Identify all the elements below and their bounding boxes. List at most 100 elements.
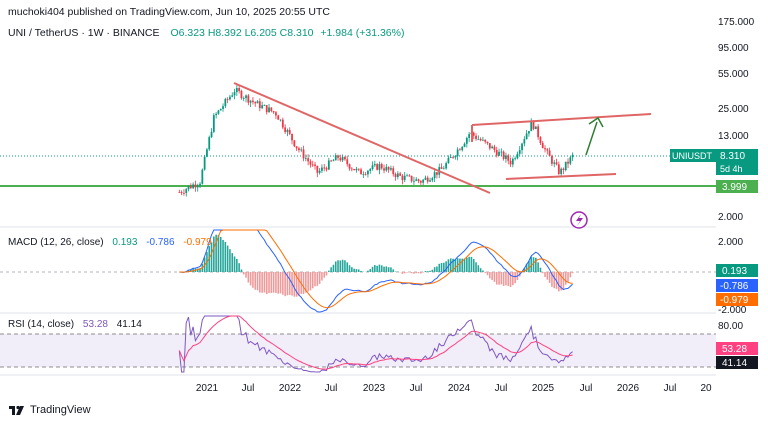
macd-histogram-bar	[553, 272, 556, 289]
projection-arrow[interactable]	[585, 121, 598, 156]
time-tick: Jul	[325, 383, 338, 394]
candle-body	[187, 186, 190, 190]
candle-body	[557, 164, 560, 174]
macd-histogram-bar	[463, 258, 466, 272]
rsi-badge	[716, 342, 758, 355]
candle-body	[346, 159, 349, 165]
macd-histogram-bar	[242, 272, 245, 275]
candle-body	[277, 115, 280, 120]
price-tick: 13.000	[718, 131, 749, 142]
price-tick: 2.000	[718, 212, 743, 223]
macd-histogram-bar	[491, 272, 493, 280]
macd-histogram-bar	[498, 272, 500, 285]
candle-body	[254, 101, 257, 104]
lightning-icon[interactable]	[570, 211, 588, 229]
macd-histogram-bar	[482, 270, 484, 272]
price-axis[interactable]: 175.000 95.000 55.000 25.000 13.000 2.00…	[718, 17, 755, 332]
macd-histogram-bar	[348, 265, 351, 272]
candle-body	[571, 154, 574, 158]
macd-histogram-bar	[461, 258, 464, 272]
macd-histogram-bar	[353, 268, 355, 272]
macd-histogram-bar	[459, 258, 461, 272]
price-badge	[716, 149, 758, 175]
macd-histogram-bar	[309, 272, 312, 291]
time-tick: 2022	[279, 383, 302, 394]
macd-histogram-bar	[374, 265, 376, 272]
candle-body	[406, 175, 408, 177]
macd-value-hist: 0.193	[112, 237, 138, 248]
candle-body	[551, 156, 553, 164]
candle-body	[357, 168, 360, 170]
macd-histogram-bar	[512, 272, 514, 286]
macd-histogram-bar	[378, 264, 381, 272]
candle-body	[415, 179, 418, 181]
macd-histogram-bar	[288, 272, 291, 295]
candle-body	[530, 120, 533, 132]
candle-body	[325, 168, 328, 170]
high-value: H8.392	[207, 27, 242, 39]
rsi-badge-text: 53.28	[722, 344, 747, 355]
candle-body	[436, 172, 438, 175]
macd-histogram-bar	[535, 257, 537, 272]
candle-body	[459, 149, 461, 151]
macd-histogram-bar	[560, 272, 562, 291]
channel-top-line[interactable]	[471, 113, 652, 126]
candle-body	[463, 143, 466, 147]
price-tick: 95.000	[718, 43, 749, 54]
macd-histogram-bar	[259, 272, 261, 293]
candle-body	[348, 164, 351, 169]
candle-body	[465, 137, 468, 144]
macd-histogram-bar	[210, 242, 213, 272]
macd-histogram-bar	[252, 272, 254, 288]
macd-histogram-bar	[286, 272, 289, 296]
close-value: C8.310	[279, 27, 314, 39]
macd-histogram-bar	[316, 272, 319, 286]
macd-histogram-bar	[240, 269, 243, 272]
candle-body	[376, 164, 379, 170]
macd-histogram-bar	[233, 256, 236, 272]
candle-body	[298, 148, 300, 151]
time-axis[interactable]: 2021 Jul 2022 Jul 2023 Jul 2024 Jul 2025 Jul 2026 J…	[196, 383, 712, 394]
macd-histogram-bar	[346, 262, 349, 272]
candle-body	[367, 170, 369, 175]
candle-body	[440, 167, 443, 169]
candle-body	[424, 177, 427, 180]
candle-body	[288, 129, 291, 134]
candle-body	[385, 166, 388, 171]
macd-histogram-bar	[383, 266, 385, 272]
time-tick: 2021	[196, 383, 219, 394]
candle-body	[215, 113, 218, 116]
candle-body	[293, 140, 296, 147]
candle-body	[210, 131, 213, 138]
candle-body	[518, 150, 521, 154]
macd-histogram-bar	[530, 256, 533, 272]
price-tick: 25.000	[718, 104, 749, 115]
macd-histogram-bar	[532, 257, 535, 272]
candle-body	[332, 160, 335, 162]
descending-trendline[interactable]	[233, 82, 491, 194]
macd-histogram-bar	[551, 272, 553, 287]
macd-histogram-bar	[272, 272, 275, 293]
candle-body	[564, 161, 567, 171]
candle-body	[482, 139, 484, 141]
symbol-legend[interactable]: UNI / TetherUS · 1W · BINANCE O6.323 H8.…	[8, 27, 404, 39]
candle-body	[541, 142, 544, 149]
candle-body	[235, 87, 238, 93]
macd-histogram-bar	[410, 272, 413, 274]
macd-histogram-bar	[466, 257, 468, 272]
macd-histogram-bar	[295, 272, 298, 297]
candle-body	[249, 100, 252, 103]
channel-bottom-line[interactable]	[505, 173, 617, 180]
candle-body	[468, 134, 471, 138]
rsi-legend[interactable]: RSI (14, close) 53.28 41.14	[8, 319, 142, 330]
candle-body	[380, 164, 383, 169]
candle-body	[445, 163, 448, 169]
macd-histogram-bar	[403, 272, 406, 274]
candle-body	[229, 96, 231, 100]
macd-legend[interactable]: MACD (12, 26, close) 0.193 -0.786 -0.979	[8, 237, 212, 248]
tradingview-footer[interactable]: TradingView	[8, 404, 91, 416]
candle-body	[256, 101, 259, 104]
candle-body	[516, 153, 519, 159]
candle-body	[505, 155, 507, 159]
